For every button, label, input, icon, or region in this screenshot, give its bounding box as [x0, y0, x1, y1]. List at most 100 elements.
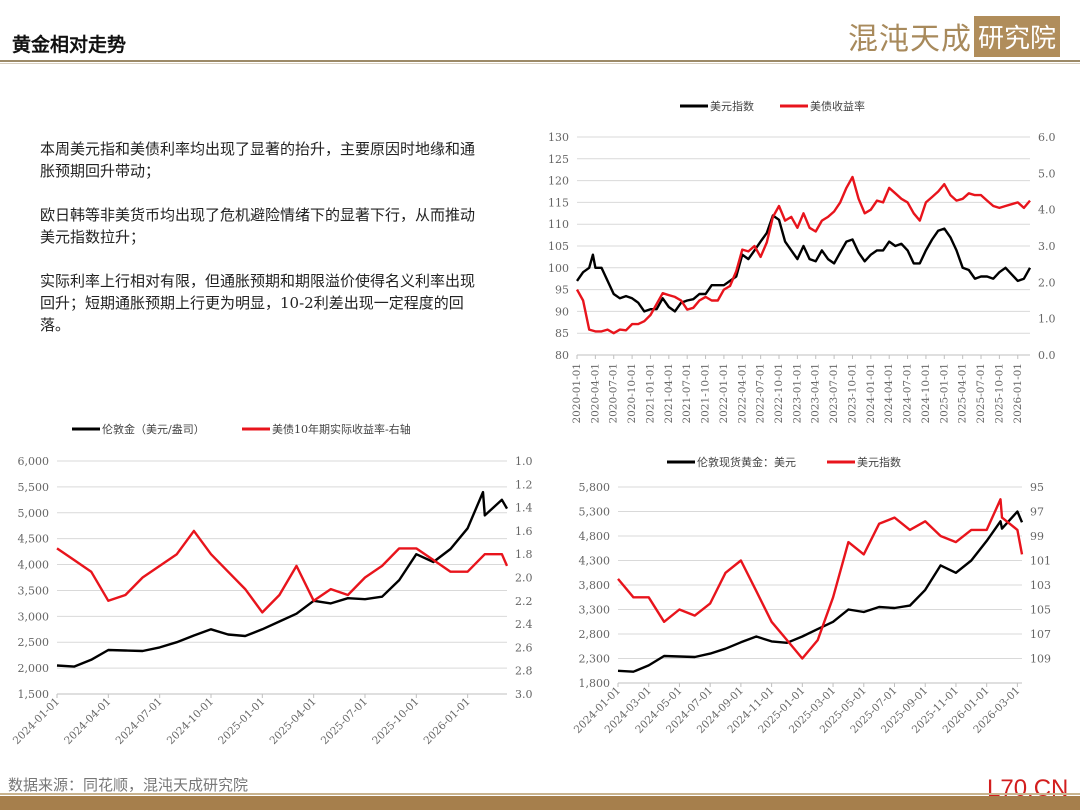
y-right-tick-label: 2.2 — [515, 595, 533, 608]
y-left-tick-label: 80 — [555, 349, 569, 362]
y-left-tick-label: 110 — [548, 218, 569, 231]
x-tick-label: 2025-04-01 — [267, 696, 318, 747]
x-tick-label: 2021-04-01 — [663, 363, 675, 424]
x-tick-label: 2020-04-01 — [589, 363, 601, 424]
footer-bar — [0, 796, 1080, 810]
y-left-tick-label: 6,000 — [18, 455, 50, 468]
y-left-tick-label: 4,300 — [579, 555, 611, 568]
x-tick-label: 2020-07-01 — [608, 363, 620, 424]
x-tick-label: 2023-04-01 — [810, 363, 822, 424]
page-title: 黄金相对走势 — [12, 34, 127, 56]
x-tick-label: 2024-07-01 — [902, 363, 914, 424]
y-left-tick-label: 125 — [548, 153, 569, 166]
y-left-tick-label: 1,800 — [579, 677, 611, 690]
commentary-paragraph: 本周美元指和美债利率均出现了显著的抬升，主要原因时地缘和通胀预期回升带动； — [40, 140, 476, 180]
y-left-tick-label: 2,800 — [579, 628, 611, 641]
x-tick-label: 2025-07-01 — [975, 363, 987, 424]
y-left-tick-label: 4,800 — [579, 530, 611, 543]
y-left-tick-label: 2,300 — [579, 653, 611, 666]
series-line-black — [56, 490, 509, 668]
y-left-tick-label: 3,800 — [579, 579, 611, 592]
series-line-black — [576, 214, 1032, 313]
x-tick-label: 2024-01-01 — [865, 363, 877, 424]
y-left-tick-label: 90 — [555, 305, 569, 318]
header-divider — [0, 60, 1080, 62]
y-right-tick-label: 6.0 — [1038, 131, 1056, 144]
legend-label: 伦敦现货黄金：美元 — [697, 455, 796, 469]
data-source: 数据来源：同花顺，混沌天成研究院 — [8, 776, 249, 794]
y-left-tick-label: 1,500 — [18, 688, 50, 701]
legend-label: 美债收益率 — [810, 99, 865, 113]
y-left-tick-label: 120 — [548, 175, 569, 188]
x-tick-label: 2024-10-01 — [920, 363, 932, 424]
y-left-tick-label: 5,800 — [579, 481, 611, 494]
x-tick-label: 2024-10-01 — [165, 696, 216, 747]
x-tick-label: 2025-01-01 — [938, 363, 950, 424]
y-right-tick-label: 3.0 — [1038, 240, 1056, 253]
y-right-tick-label: 105 — [1030, 604, 1051, 617]
header-divider-thin — [0, 63, 1080, 64]
y-left-tick-label: 2,000 — [18, 662, 50, 675]
legend-label: 美元指数 — [710, 99, 754, 113]
x-tick-label: 2025-07-01 — [319, 696, 370, 747]
y-right-tick-label: 2.0 — [515, 572, 533, 585]
y-right-tick-label: 99 — [1030, 530, 1044, 543]
x-tick-label: 2024-07-01 — [113, 696, 164, 747]
commentary-paragraph: 实际利率上行相对有限，但通胀预期和期限溢价使得名义利率出现回升；短期通胀预期上行… — [40, 272, 476, 334]
x-tick-label: 2022-10-01 — [773, 363, 785, 424]
logo-box: 研究院 — [974, 15, 1061, 57]
y-right-tick-label: 0.0 — [1038, 349, 1056, 362]
y-right-tick-label: 4.0 — [1038, 204, 1056, 217]
brand-logo: 混沌天成 研究院 — [848, 14, 1061, 58]
y-left-tick-label: 4,500 — [18, 533, 50, 546]
y-right-tick-label: 97 — [1030, 506, 1044, 519]
series-line-black — [617, 510, 1024, 673]
series-line-red — [575, 175, 1031, 335]
y-right-tick-label: 107 — [1030, 628, 1051, 641]
y-right-tick-label: 95 — [1030, 481, 1044, 494]
y-right-tick-label: 3.0 — [515, 688, 533, 701]
x-tick-label: 2024-01-01 — [11, 696, 62, 747]
y-right-tick-label: 1.8 — [515, 548, 533, 561]
y-right-tick-label: 1.2 — [515, 478, 533, 491]
series-line-red — [617, 498, 1024, 660]
y-right-tick-label: 2.8 — [515, 665, 533, 678]
x-tick-label: 2026-01-01 — [1012, 363, 1024, 424]
x-tick-label: 2022-01-01 — [718, 363, 730, 424]
x-tick-label: 2025-10-01 — [370, 696, 421, 747]
y-left-tick-label: 95 — [555, 284, 569, 297]
y-left-tick-label: 4,000 — [18, 559, 50, 572]
y-left-tick-label: 130 — [548, 131, 569, 144]
x-tick-label: 2021-07-01 — [681, 363, 693, 424]
y-left-tick-label: 100 — [548, 262, 569, 275]
footer-divider — [0, 793, 1080, 795]
x-tick-label: 2025-01-01 — [216, 696, 267, 747]
x-tick-label: 2021-10-01 — [700, 363, 712, 424]
y-right-tick-label: 101 — [1030, 555, 1051, 568]
y-right-tick-label: 2.4 — [515, 618, 533, 631]
x-tick-label: 2026-01-01 — [421, 696, 472, 747]
x-tick-label: 2023-10-01 — [846, 363, 858, 424]
y-right-tick-label: 109 — [1030, 653, 1051, 666]
x-tick-label: 2025-04-01 — [957, 363, 969, 424]
y-right-tick-label: 2.0 — [1038, 276, 1056, 289]
x-tick-label: 2023-01-01 — [791, 363, 803, 424]
y-left-tick-label: 85 — [555, 327, 569, 340]
x-tick-label: 2020-10-01 — [626, 363, 638, 424]
y-right-tick-label: 2.6 — [515, 641, 533, 654]
y-left-tick-label: 3,500 — [18, 584, 50, 597]
y-left-tick-label: 3,000 — [18, 610, 50, 623]
y-left-tick-label: 5,300 — [579, 506, 611, 519]
x-tick-label: 2020-01-01 — [571, 363, 583, 424]
legend-label: 美元指数 — [857, 455, 901, 469]
y-right-tick-label: 1.6 — [515, 525, 533, 538]
y-right-tick-label: 1.0 — [1038, 313, 1056, 326]
y-left-tick-label: 105 — [548, 240, 569, 253]
y-right-tick-label: 1.4 — [515, 502, 533, 515]
x-tick-label: 2021-01-01 — [644, 363, 656, 424]
series-line-red — [56, 529, 509, 614]
x-tick-label: 2023-07-01 — [828, 363, 840, 424]
y-left-tick-label: 115 — [548, 196, 569, 209]
y-right-tick-label: 1.0 — [515, 455, 533, 468]
